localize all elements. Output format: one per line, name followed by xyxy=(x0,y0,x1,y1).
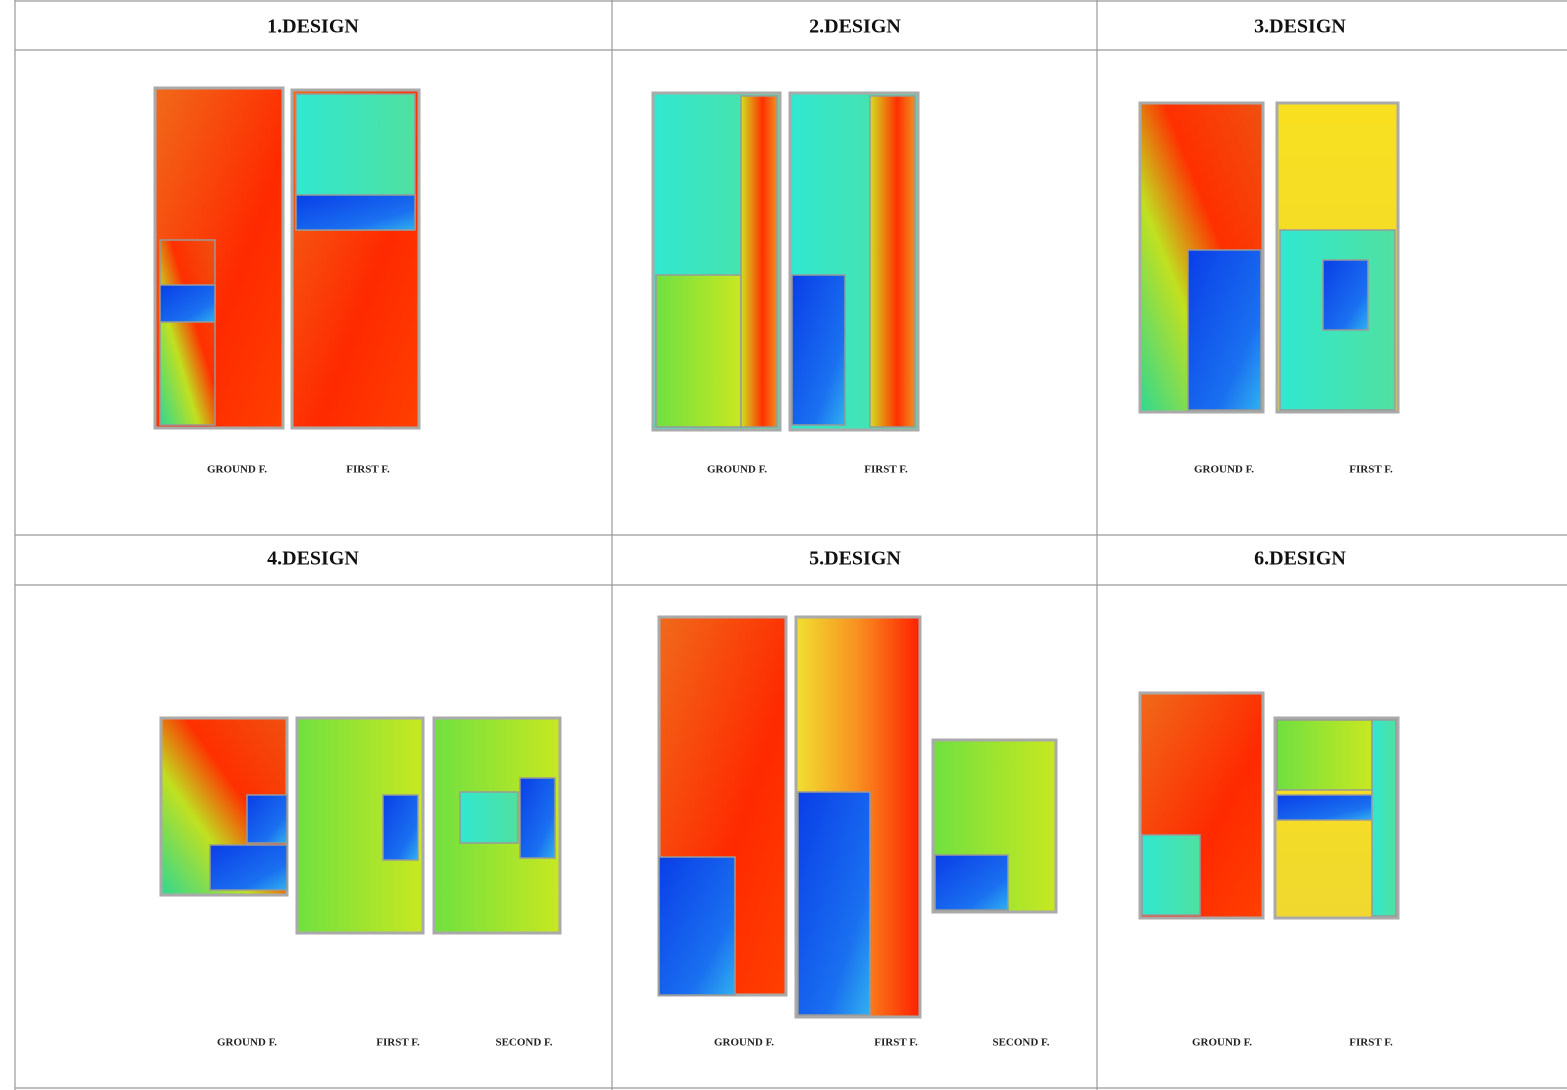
plan-zone xyxy=(797,791,871,1016)
plan-zone xyxy=(655,274,742,428)
floor-label: GROUND F. xyxy=(1192,1037,1252,1049)
plan-zone xyxy=(658,856,736,996)
floor-label: SECOND F. xyxy=(992,1037,1049,1049)
plan-zone xyxy=(1322,259,1369,331)
floor-label: GROUND F. xyxy=(1194,464,1254,476)
floor-label: FIRST F. xyxy=(864,464,908,476)
plan-zone xyxy=(159,284,216,323)
design-title: 6.DESIGN xyxy=(1254,548,1346,570)
grid xyxy=(14,0,1567,1090)
plan-zone xyxy=(1276,794,1373,821)
floor-label: GROUND F. xyxy=(207,464,267,476)
floor-label: FIRST F. xyxy=(874,1037,918,1049)
floor-label: FIRST F. xyxy=(1349,1037,1393,1049)
design-title: 4.DESIGN xyxy=(267,548,359,570)
plan-zone xyxy=(791,274,846,426)
floor-label: GROUND F. xyxy=(714,1037,774,1049)
plan-zone xyxy=(934,854,1009,911)
design-title: 3.DESIGN xyxy=(1254,16,1346,38)
plan-zone xyxy=(209,844,288,891)
plan-zone xyxy=(1187,249,1262,411)
plan-zone xyxy=(1276,719,1373,791)
plan-zone xyxy=(1141,834,1201,916)
plan-zone xyxy=(382,794,419,861)
plan-zone xyxy=(740,95,778,428)
plan-zone xyxy=(1371,719,1397,917)
plan-zone xyxy=(246,794,288,844)
floor-label: SECOND F. xyxy=(495,1037,552,1049)
design-title: 5.DESIGN xyxy=(809,548,901,570)
floor-label: FIRST F. xyxy=(1349,464,1393,476)
plan-zone xyxy=(295,194,416,231)
floor-label: GROUND F. xyxy=(707,464,767,476)
floor-label: GROUND F. xyxy=(217,1037,277,1049)
design-title: 2.DESIGN xyxy=(809,16,901,38)
design-title: 1.DESIGN xyxy=(267,16,359,38)
plan-zone xyxy=(159,239,216,426)
plan-zone xyxy=(459,791,519,844)
floor-label: FIRST F. xyxy=(376,1037,420,1049)
plan-zone xyxy=(869,95,916,428)
plan-zone xyxy=(519,777,556,859)
floor-label: FIRST F. xyxy=(346,464,390,476)
